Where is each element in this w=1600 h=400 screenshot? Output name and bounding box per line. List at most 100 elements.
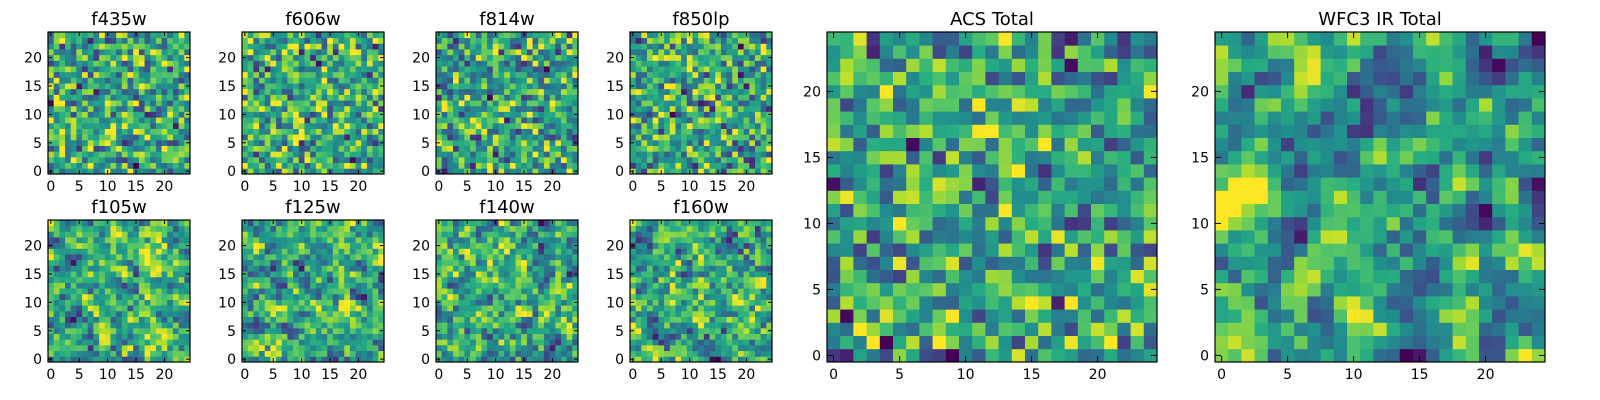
heatmap-cell <box>87 237 94 244</box>
heatmap-cell <box>464 282 471 289</box>
axes-frame <box>435 219 579 363</box>
heatmap-cell <box>355 350 362 357</box>
heatmap-cell <box>715 122 722 129</box>
heatmap-cell <box>287 122 294 129</box>
heatmap-cell <box>555 66 562 73</box>
heatmap-cell <box>65 248 72 255</box>
heatmap-cell <box>641 49 648 56</box>
heatmap-cell <box>315 66 322 73</box>
heatmap-cell <box>487 254 494 261</box>
heatmap-cell <box>59 265 66 272</box>
heatmap-cell <box>150 248 157 255</box>
heatmap-cell <box>155 259 162 266</box>
heatmap-cell <box>658 100 665 107</box>
heatmap-cell <box>372 128 379 135</box>
heatmap-cell <box>509 282 516 289</box>
heatmap-cell <box>172 299 180 306</box>
heatmap-cell <box>647 339 654 346</box>
heatmap-cell <box>715 71 722 78</box>
heatmap-cell <box>321 231 328 238</box>
heatmap-cell <box>630 37 637 44</box>
heatmap-cell <box>270 83 277 90</box>
heatmap-cell <box>560 94 568 101</box>
heatmap-cell <box>681 128 688 135</box>
heatmap-cell <box>366 71 374 78</box>
heatmap-cell <box>138 271 145 278</box>
heatmap-cell <box>361 128 368 135</box>
heatmap-cell <box>549 60 556 67</box>
heatmap-cell <box>338 259 345 266</box>
x-tick-label: 20 <box>350 367 368 383</box>
heatmap-cell <box>526 344 533 352</box>
heatmap-cell <box>630 316 637 323</box>
heatmap-cell <box>538 111 545 118</box>
heatmap-cell <box>526 139 533 146</box>
heatmap-cell <box>172 151 180 158</box>
heatmap-cell <box>504 276 511 283</box>
heatmap-cell <box>276 271 283 278</box>
heatmap-cell <box>304 60 311 67</box>
heatmap-cell <box>361 83 368 90</box>
heatmap-cell <box>543 32 550 39</box>
heatmap-cell <box>669 156 676 164</box>
heatmap-cell <box>675 339 682 346</box>
heatmap-cell <box>681 117 688 124</box>
heatmap-cell <box>355 254 362 261</box>
heatmap-cell <box>658 293 665 300</box>
heatmap-cell <box>458 100 465 107</box>
heatmap-cell <box>630 156 637 164</box>
heatmap-cell <box>366 259 374 266</box>
heatmap-cell <box>93 237 100 244</box>
heatmap-cell <box>93 168 100 175</box>
heatmap-cell <box>754 88 762 95</box>
heatmap-cell <box>242 105 249 112</box>
heatmap-cell <box>304 151 311 158</box>
heatmap-cell <box>675 71 682 78</box>
heatmap-cell <box>709 32 716 39</box>
heatmap-cell <box>715 350 722 357</box>
heatmap-cell <box>515 225 522 232</box>
heatmap-cell <box>315 225 322 232</box>
heatmap-cell <box>760 299 767 306</box>
heatmap-cell <box>70 305 77 312</box>
heatmap-cell <box>664 310 671 317</box>
heatmap-cell <box>441 145 448 152</box>
heatmap-cell <box>560 344 568 352</box>
heatmap-cell <box>264 49 271 56</box>
heatmap-cell <box>70 276 77 283</box>
heatmap-cell <box>127 310 134 317</box>
heatmap-cell <box>543 49 550 56</box>
heatmap-cell <box>315 54 322 61</box>
heatmap-cell <box>99 225 106 232</box>
heatmap-cell <box>669 139 676 146</box>
heatmap-cell <box>82 156 89 164</box>
heatmap-cell <box>315 276 322 283</box>
heatmap-cell <box>321 322 328 329</box>
heatmap-cell <box>555 333 562 340</box>
heatmap-cell <box>270 339 277 346</box>
heatmap-cell <box>104 111 111 118</box>
heatmap-cell <box>766 94 773 101</box>
heatmap-cell <box>458 276 465 283</box>
heatmap-cell <box>287 259 294 266</box>
heatmap-cell <box>492 276 499 283</box>
heatmap-cell <box>532 344 539 352</box>
heatmap-cell <box>475 316 482 323</box>
heatmap-cell <box>647 139 654 146</box>
heatmap-cell <box>453 254 460 261</box>
heatmap-cell <box>155 49 162 56</box>
heatmap-cell <box>487 151 494 158</box>
heatmap-cell <box>509 156 516 164</box>
heatmap-cell <box>543 37 550 44</box>
heatmap-cell <box>76 128 83 135</box>
heatmap-cell <box>749 162 756 169</box>
heatmap-cell <box>82 288 89 295</box>
heatmap-cell <box>378 49 385 56</box>
heatmap-cell <box>726 305 733 312</box>
heatmap-cell <box>82 168 89 175</box>
heatmap-cell <box>298 100 305 107</box>
heatmap-cell <box>555 339 562 346</box>
heatmap-cell <box>144 333 151 340</box>
heatmap-cell <box>635 327 642 334</box>
heatmap-cell <box>82 350 89 357</box>
